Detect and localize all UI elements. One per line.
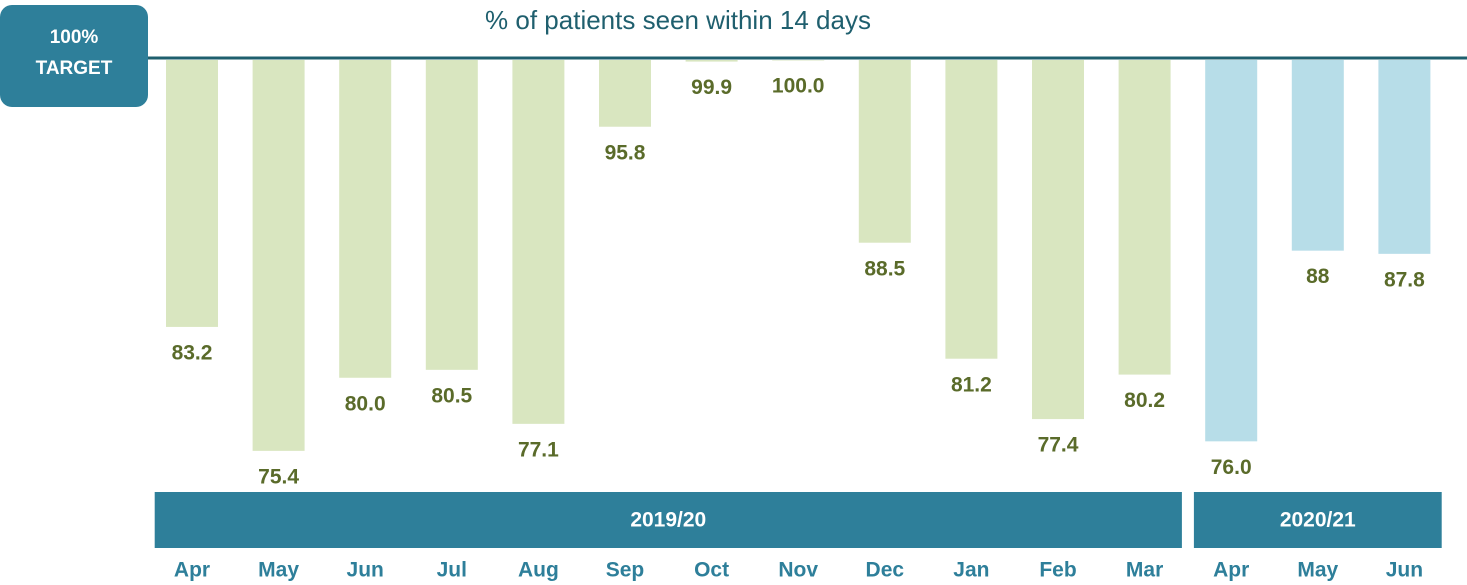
bar: [1378, 60, 1431, 254]
value-label: 81.2: [951, 373, 992, 396]
value-label: 75.4: [258, 465, 299, 488]
bar: [599, 60, 651, 127]
bar: [1032, 60, 1084, 420]
x-tick-label: Dec: [866, 559, 905, 582]
x-tick-label: Jan: [953, 559, 989, 582]
x-tick-label: May: [1297, 559, 1338, 582]
value-label: 76.0: [1211, 456, 1252, 479]
x-tick-label: Jun: [347, 559, 384, 582]
bar: [425, 60, 478, 370]
group-label: 2020/21: [1280, 509, 1356, 532]
bar: [1205, 60, 1258, 442]
x-tick-label: Sep: [606, 559, 645, 582]
value-label: 100.0: [772, 75, 825, 98]
value-label: 95.8: [605, 141, 646, 164]
x-tick-label: Aug: [518, 559, 559, 582]
x-tick-label: Jun: [1386, 559, 1423, 582]
group-band: [154, 492, 1182, 548]
value-label: 87.8: [1384, 268, 1425, 291]
group-label: 2019/20: [630, 509, 706, 532]
bar: [1118, 60, 1171, 375]
target-label: TARGET: [36, 58, 113, 79]
x-tick-label: Nov: [778, 559, 818, 582]
value-label: 88.5: [864, 257, 905, 280]
x-tick-label: Oct: [694, 559, 729, 582]
value-label: 80.2: [1124, 389, 1165, 412]
x-tick-label: Mar: [1126, 559, 1163, 582]
bar: [772, 60, 825, 61]
value-label: 99.9: [691, 76, 732, 99]
bar: [858, 60, 911, 243]
target-box: [0, 5, 148, 107]
value-label: 77.4: [1038, 434, 1079, 457]
target-label: 100%: [50, 27, 99, 48]
value-label: 88: [1306, 265, 1330, 288]
value-label: 80.0: [345, 392, 386, 415]
x-tick-label: Apr: [174, 559, 210, 582]
group-band: [1193, 492, 1442, 548]
chart-title: % of patients seen within 14 days: [485, 5, 871, 35]
bar: [252, 60, 305, 451]
value-label: 77.1: [518, 438, 559, 461]
value-label: 83.2: [172, 341, 213, 364]
bar: [512, 60, 565, 424]
x-tick-label: Apr: [1213, 559, 1249, 582]
bar: [1291, 60, 1344, 251]
bar: [685, 60, 738, 62]
bar: [166, 60, 218, 327]
bar: [945, 60, 998, 359]
x-tick-label: Feb: [1039, 559, 1076, 582]
x-tick-label: Jul: [437, 559, 467, 582]
value-label: 80.5: [431, 384, 472, 407]
x-tick-label: May: [258, 559, 299, 582]
bar: [339, 60, 392, 378]
